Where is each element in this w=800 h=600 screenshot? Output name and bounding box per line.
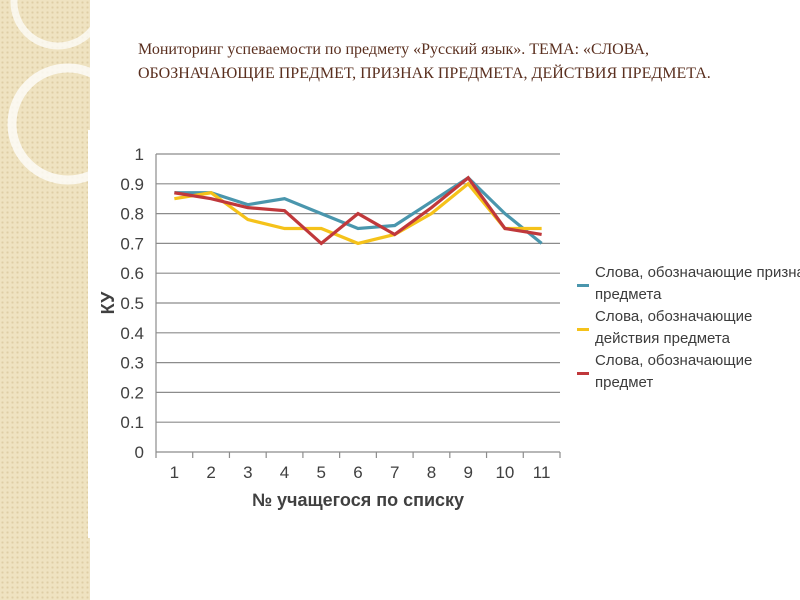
y-tick-label: 0.7 — [120, 234, 144, 253]
x-tick-label: 2 — [206, 463, 215, 482]
y-tick-label: 0.5 — [120, 294, 144, 313]
x-tick-label: 8 — [427, 463, 436, 482]
decorative-rings — [7, 0, 129, 185]
decorative-ring-inner — [10, 0, 106, 50]
legend-label: Слова, обозначающие предмет — [595, 352, 753, 391]
decorative-ring-outer — [7, 63, 129, 185]
x-tick-label: 10 — [495, 463, 514, 482]
series-line-2 — [174, 181, 542, 246]
legend-label: Слова, обозначающие признак предмета — [595, 264, 800, 303]
legend-item: Слова, обозначающие действия предмета — [577, 306, 800, 350]
y-tick-label: 0 — [135, 443, 144, 462]
x-tick-label: 5 — [317, 463, 326, 482]
chart-container: 0 0.1 0.2 0.3 0.4 0.5 0.6 0.7 0.8 0.9 1 1 2 3 4 5 6 7 8 9 10… — [88, 130, 800, 538]
y-tick-label: 0.6 — [120, 264, 144, 283]
x-tick-label: 3 — [243, 463, 252, 482]
legend-label: Слова, обозначающие действия предмета — [595, 308, 753, 347]
x-axis-title: № учащегося по списку — [252, 490, 464, 510]
legend-swatch — [577, 284, 589, 287]
x-tick-label: 9 — [463, 463, 472, 482]
legend-swatch — [577, 328, 589, 331]
y-tick-label: 1 — [135, 145, 144, 164]
y-tick-label: 0.3 — [120, 354, 144, 373]
y-tick-label: 0.1 — [120, 413, 144, 432]
line-chart: 00.10.20.30.40.50.60.70.80.911 2 3 4 5 6 7 8 9 10… — [98, 145, 561, 510]
x-tick-label: 11 — [533, 463, 551, 482]
legend-item: Слова, обозначающие предмет — [577, 350, 800, 394]
x-tick-label: 4 — [280, 463, 289, 482]
x-tick-label: 6 — [353, 463, 362, 482]
legend-swatch — [577, 372, 589, 375]
series-line-1 — [174, 175, 543, 245]
chart-legend: Слова, обозначающие признак предмета Слов… — [577, 262, 800, 394]
slide-title: Мониторинг успеваемости по предмету «Рус… — [138, 41, 711, 82]
y-axis-title: КУ — [98, 291, 118, 314]
y-tick-label: 0.8 — [120, 205, 144, 224]
x-tick-label: 7 — [390, 463, 399, 482]
y-tick-label: 0.9 — [120, 175, 144, 194]
legend-item: Слова, обозначающие признак предмета — [577, 262, 800, 306]
x-tick-label: 1 — [170, 463, 179, 482]
y-tick-label: 0.2 — [120, 383, 144, 402]
y-tick-label: 0.4 — [120, 324, 144, 343]
series-line-3 — [174, 175, 542, 246]
